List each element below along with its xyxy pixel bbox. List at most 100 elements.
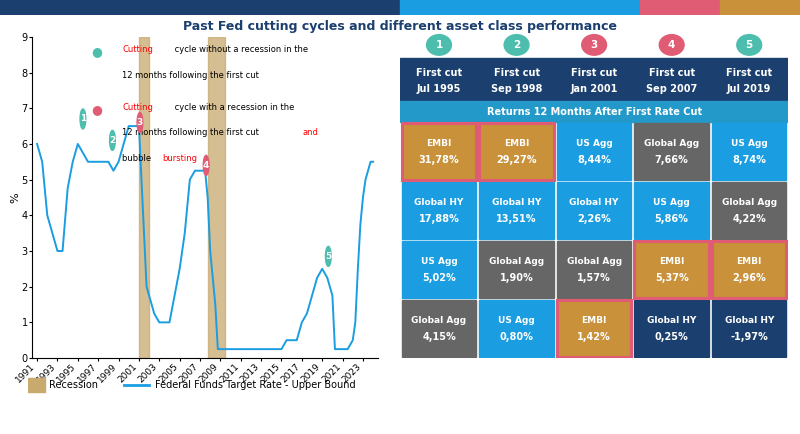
Text: ●: ● [91, 103, 102, 116]
Bar [208, 37, 226, 358]
Text: Cutting: Cutting [122, 103, 153, 112]
Text: 0,25%: 0,25% [654, 332, 689, 342]
Bar [479, 300, 554, 357]
Text: -1,97%: -1,97% [730, 332, 768, 342]
Text: Jan 2001: Jan 2001 [570, 84, 618, 94]
Text: 5: 5 [746, 40, 753, 50]
Text: 4,15%: 4,15% [422, 332, 456, 342]
Text: 3: 3 [137, 118, 143, 127]
Text: 12 months following the first cut: 12 months following the first cut [122, 71, 259, 79]
Bar [557, 300, 631, 357]
Text: 31,78%: 31,78% [418, 155, 459, 165]
Text: Federal Funds Target Rate - Upper Bound: Federal Funds Target Rate - Upper Bound [155, 380, 355, 390]
Bar [479, 182, 554, 239]
Bar [400, 0, 480, 15]
Text: 0,80%: 0,80% [500, 332, 534, 342]
Text: US Agg: US Agg [576, 139, 613, 148]
Bar [400, 58, 788, 101]
Text: Global Agg: Global Agg [411, 316, 466, 325]
Text: EMBI: EMBI [504, 139, 530, 148]
Bar [557, 241, 631, 298]
Bar [640, 0, 720, 15]
Text: 5,02%: 5,02% [422, 273, 456, 283]
Text: Global HY: Global HY [570, 198, 619, 207]
Text: 2: 2 [110, 136, 115, 145]
Text: 5,86%: 5,86% [654, 214, 689, 224]
Text: and: and [302, 128, 318, 138]
Text: First cut: First cut [416, 68, 462, 78]
Text: Global Agg: Global Agg [644, 139, 699, 148]
Bar [479, 241, 554, 298]
Bar [160, 0, 240, 15]
Text: 8,44%: 8,44% [577, 155, 611, 165]
Bar [712, 182, 786, 239]
Text: First cut: First cut [726, 68, 772, 78]
Y-axis label: %: % [10, 192, 20, 203]
Text: EMBI: EMBI [737, 257, 762, 266]
Bar [320, 0, 400, 15]
Circle shape [504, 35, 529, 55]
Bar [634, 300, 709, 357]
Circle shape [426, 35, 451, 55]
Bar [557, 182, 631, 239]
Bar [560, 0, 640, 15]
Text: 5: 5 [325, 252, 331, 261]
Circle shape [203, 155, 209, 175]
Text: Global Agg: Global Agg [722, 198, 777, 207]
Bar [80, 0, 160, 15]
Bar [634, 123, 709, 180]
Text: First cut: First cut [494, 68, 540, 78]
Text: Jul 2019: Jul 2019 [727, 84, 771, 94]
Text: cycle without a recession in the: cycle without a recession in the [172, 45, 308, 54]
Circle shape [326, 247, 331, 266]
Circle shape [80, 109, 86, 129]
Text: 8,74%: 8,74% [732, 155, 766, 165]
Bar [28, 378, 45, 392]
Text: US Agg: US Agg [421, 257, 458, 266]
Bar [240, 0, 320, 15]
Circle shape [137, 112, 142, 132]
Text: EMBI: EMBI [426, 139, 452, 148]
Text: 1: 1 [80, 115, 86, 123]
Text: US Agg: US Agg [731, 139, 767, 148]
Text: US Agg: US Agg [498, 316, 535, 325]
Text: Sep 2007: Sep 2007 [646, 84, 698, 94]
Text: First cut: First cut [571, 68, 617, 78]
Text: Global HY: Global HY [414, 198, 464, 207]
Bar [712, 241, 786, 298]
Text: Jul 1995: Jul 1995 [417, 84, 462, 94]
Text: Global Agg: Global Agg [489, 257, 544, 266]
Text: Global HY: Global HY [725, 316, 774, 325]
Text: 1: 1 [435, 40, 442, 50]
Bar [479, 123, 554, 180]
Text: 2,96%: 2,96% [732, 273, 766, 283]
Text: 4: 4 [203, 161, 210, 170]
Text: 2,26%: 2,26% [578, 214, 611, 224]
Text: Recession: Recession [50, 380, 98, 390]
Circle shape [737, 35, 762, 55]
Text: 29,27%: 29,27% [496, 155, 537, 165]
Bar [712, 300, 786, 357]
Text: EMBI: EMBI [659, 257, 684, 266]
Bar [400, 101, 788, 122]
Circle shape [659, 35, 684, 55]
Text: Global HY: Global HY [492, 198, 542, 207]
Bar [480, 0, 560, 15]
Text: 2: 2 [513, 40, 520, 50]
Circle shape [110, 130, 115, 150]
Text: Cutting: Cutting [122, 45, 153, 54]
Text: 4,22%: 4,22% [732, 214, 766, 224]
Bar [720, 0, 800, 15]
Bar [634, 241, 709, 298]
Text: cycle with a recession in the: cycle with a recession in the [172, 103, 294, 112]
Bar [402, 241, 476, 298]
Bar [557, 123, 631, 180]
Text: 12 months following the first cut: 12 months following the first cut [122, 128, 262, 138]
Text: EMBI: EMBI [582, 316, 607, 325]
Text: US Agg: US Agg [654, 198, 690, 207]
Text: Sep 1998: Sep 1998 [491, 84, 542, 94]
Text: Past Fed cutting cycles and different asset class performance: Past Fed cutting cycles and different as… [183, 20, 617, 33]
Bar [402, 300, 476, 357]
Bar [712, 123, 786, 180]
Text: Global HY: Global HY [647, 316, 696, 325]
